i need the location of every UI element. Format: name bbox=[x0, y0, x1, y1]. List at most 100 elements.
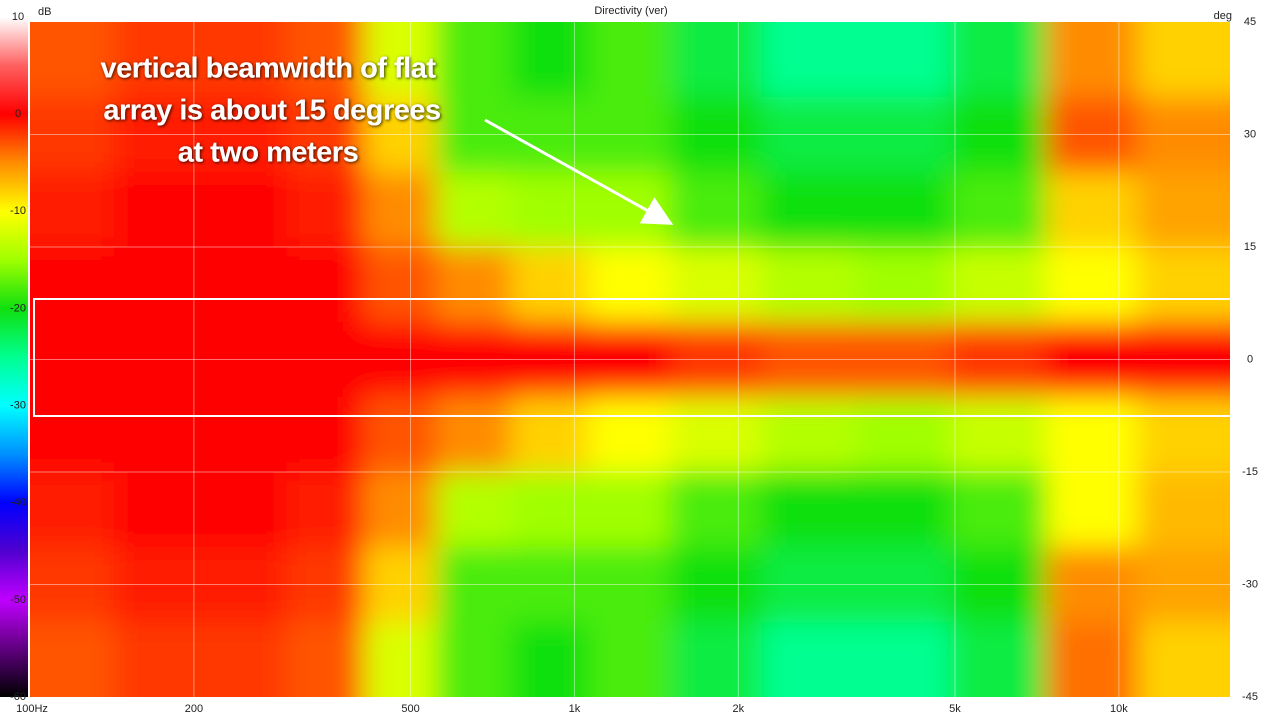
heatmap-cell bbox=[950, 472, 1047, 548]
heatmap-cell bbox=[950, 622, 1047, 697]
heatmap-cell bbox=[436, 97, 512, 173]
heatmap-cell bbox=[1137, 172, 1230, 248]
heatmap-cell bbox=[855, 472, 951, 548]
heatmap-cell bbox=[114, 22, 202, 98]
heatmap-cell bbox=[363, 322, 438, 398]
heatmap-cell bbox=[855, 97, 951, 173]
colorbar-tick-label: -50 bbox=[10, 594, 26, 606]
heatmap-cell bbox=[363, 472, 438, 548]
heatmap-cell bbox=[114, 622, 202, 697]
heatmap-cell bbox=[201, 97, 287, 173]
annotation-arrow bbox=[484, 118, 674, 225]
heatmap-cell bbox=[1137, 547, 1230, 623]
heatmap-cell bbox=[1046, 97, 1138, 173]
colorbar bbox=[0, 17, 28, 697]
y-axis-label: deg bbox=[1214, 10, 1232, 22]
heatmap-cell bbox=[670, 472, 762, 548]
heatmap-cell bbox=[363, 247, 438, 323]
heatmap-cell bbox=[436, 322, 512, 398]
heatmap-cell bbox=[670, 172, 762, 248]
heatmap-cell bbox=[201, 397, 287, 473]
heatmap-cell bbox=[511, 322, 589, 398]
heatmap-cell bbox=[588, 322, 671, 398]
heatmap-cell bbox=[30, 97, 115, 173]
heatmap-cell bbox=[286, 472, 365, 548]
y-tick-label: 15 bbox=[1244, 241, 1256, 253]
grid bbox=[30, 22, 1230, 697]
heatmap-cell bbox=[286, 397, 365, 473]
heatmap-cell bbox=[1046, 247, 1138, 323]
x-tick-label: 100Hz bbox=[16, 703, 48, 715]
heatmap-cell bbox=[950, 22, 1047, 98]
heatmap-cell bbox=[511, 97, 589, 173]
y-tick-label: -30 bbox=[1242, 578, 1258, 590]
heatmap-cell bbox=[1137, 97, 1230, 173]
heatmap-cell bbox=[1137, 247, 1230, 323]
heatmap-cell bbox=[286, 547, 365, 623]
x-tick-label: 10k bbox=[1110, 703, 1128, 715]
heatmap-cell bbox=[201, 472, 287, 548]
x-tick-label: 5k bbox=[949, 703, 961, 715]
heatmap-cell bbox=[286, 172, 365, 248]
heatmap-cell bbox=[670, 247, 762, 323]
heatmap-cell bbox=[201, 622, 287, 697]
colorbar-tick-label: -10 bbox=[10, 205, 26, 217]
heatmap-cell bbox=[363, 22, 438, 98]
heatmap-cell bbox=[286, 22, 365, 98]
heatmap-cell bbox=[114, 322, 202, 398]
annotation-line: array is about 15 degrees bbox=[103, 95, 440, 127]
heatmap-cell bbox=[1046, 547, 1138, 623]
heatmap-cell bbox=[761, 172, 857, 248]
heatmap-cell bbox=[436, 22, 512, 98]
x-tick-label: 500 bbox=[401, 703, 419, 715]
highlight-box bbox=[33, 298, 1235, 417]
heatmap-cell bbox=[436, 622, 512, 697]
y-tick-label: 30 bbox=[1244, 128, 1256, 140]
heatmap-cell bbox=[950, 322, 1047, 398]
colorbar-tick-label: 10 bbox=[12, 11, 24, 23]
heatmap-cell bbox=[588, 547, 671, 623]
heatmap-cell bbox=[1046, 622, 1138, 697]
heatmap-cell bbox=[1046, 22, 1138, 98]
heatmap-cell bbox=[588, 397, 671, 473]
heatmap-cell bbox=[286, 247, 365, 323]
heatmap-cell bbox=[761, 247, 857, 323]
heatmap-cell bbox=[588, 247, 671, 323]
heatmap-cell bbox=[588, 97, 671, 173]
annotation: vertical beamwidth of flat array is abou… bbox=[100, 53, 441, 169]
heatmap-cell bbox=[670, 22, 762, 98]
heatmap-cell bbox=[761, 472, 857, 548]
heatmap-cell bbox=[670, 622, 762, 697]
heatmap-cell bbox=[114, 547, 202, 623]
heatmap-cell bbox=[1137, 622, 1230, 697]
heatmap-cell bbox=[286, 322, 365, 398]
heatmap-cell bbox=[950, 247, 1047, 323]
heatmap-cell bbox=[363, 397, 438, 473]
y-tick-label: 45 bbox=[1244, 16, 1256, 28]
heatmap-cell bbox=[30, 322, 115, 398]
colorbar-tick-label: 0 bbox=[15, 108, 21, 120]
heatmap-cell bbox=[436, 397, 512, 473]
heatmap-cell bbox=[950, 172, 1047, 248]
heatmap-cell bbox=[670, 97, 762, 173]
colorbar-label: dB bbox=[38, 6, 51, 18]
heatmap-cell bbox=[436, 547, 512, 623]
heatmap-cell bbox=[855, 322, 951, 398]
heatmap-cell bbox=[761, 547, 857, 623]
colorbar-tick-label: -20 bbox=[10, 302, 26, 314]
heatmap-cell bbox=[201, 322, 287, 398]
heatmap-cell bbox=[1137, 472, 1230, 548]
heatmap-cell bbox=[201, 172, 287, 248]
heatmap-cell bbox=[761, 622, 857, 697]
y-tick-label: -45 bbox=[1242, 691, 1258, 703]
heatmap-cell bbox=[1046, 322, 1138, 398]
colorbar-tick-label: -30 bbox=[10, 399, 26, 411]
annotation-line: vertical beamwidth of flat bbox=[100, 53, 436, 85]
heatmap-cell bbox=[511, 247, 589, 323]
heatmap-cell bbox=[436, 472, 512, 548]
heatmap-cell bbox=[950, 397, 1047, 473]
heatmap-cell bbox=[950, 97, 1047, 173]
heatmap-cell bbox=[1137, 22, 1230, 98]
heatmap-cell bbox=[201, 22, 287, 98]
